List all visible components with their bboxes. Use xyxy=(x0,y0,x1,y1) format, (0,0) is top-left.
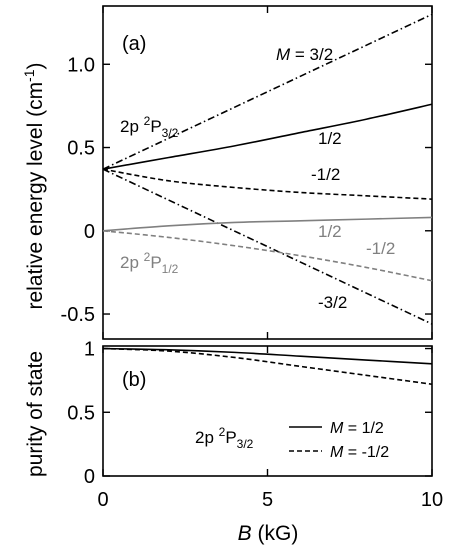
panel-a-series-line-1 xyxy=(102,168,433,200)
panel-a-ytick-label: -0.5 xyxy=(61,304,95,326)
xlabel-italic: B xyxy=(238,522,252,545)
panel-a-ytick-label: 1.0 xyxy=(67,54,95,76)
panel-a-label: (a) xyxy=(122,33,146,55)
panel-a-ylabel: relative energy level (cm-1) xyxy=(21,62,47,309)
annot-b-P: P xyxy=(225,428,236,447)
panel-a-series-line-5 xyxy=(102,229,433,282)
annot-p32-base: 2p xyxy=(120,117,144,136)
x-axis-label: B (kG) xyxy=(238,522,299,545)
panel-b-xtick-label: 5 xyxy=(262,489,273,511)
panel-b-label: (b) xyxy=(122,369,146,391)
annot-m-italic: M xyxy=(276,45,291,64)
label-series-m1-2-gray: -1/2 xyxy=(366,239,395,258)
panel-a-frame xyxy=(102,5,433,340)
ylabel-sup: -1 xyxy=(21,69,37,82)
annot-p12-P: P xyxy=(150,253,161,272)
legend-entry-1-text: = 1/2 xyxy=(343,420,384,437)
panel-b-xtick-label: 10 xyxy=(421,489,443,511)
legend-entry-2: M = -1/2 xyxy=(330,444,389,461)
panel-b-series-line-0 xyxy=(102,347,433,365)
label-series-m3-2: -3/2 xyxy=(318,293,347,312)
panel-b-ytick-label: 0 xyxy=(84,466,95,488)
annot-b-base: 2p xyxy=(195,428,219,447)
annot-p32-P: P xyxy=(150,117,161,136)
annot-m-eq: = 3/2 xyxy=(290,45,333,64)
panel-b-ticks: 00.510 5 10 xyxy=(67,339,443,511)
panel-a-ytick-label: 0 xyxy=(84,221,95,243)
ylabel-suffix: ) xyxy=(24,62,47,69)
annot-b-sub: 3/2 xyxy=(237,437,254,451)
annot-m-eq-32: M = 3/2 xyxy=(276,45,333,64)
annot-p32-sup: 2 xyxy=(144,114,151,128)
legend-entry-2-text: = -1/2 xyxy=(343,444,389,461)
panel-b-xtick-label: 0 xyxy=(97,489,108,511)
panel-a-series-line-3 xyxy=(102,168,433,325)
annot-p12-base: 2p xyxy=(120,253,144,272)
panel-b-legend: M = 1/2 M = -1/2 xyxy=(289,420,389,461)
ylabel-prefix: relative energy level (cm xyxy=(24,82,47,310)
panel-b-ytick-label: 1 xyxy=(84,339,95,361)
panel-b-series-line-1 xyxy=(102,347,433,386)
panel-a-series xyxy=(102,13,433,325)
legend-entry-2-m: M xyxy=(330,444,344,461)
xlabel-rest: (kG) xyxy=(252,522,299,545)
annot-2p-p12: 2p 2P1/2 xyxy=(120,250,179,276)
annot-b-sup: 2 xyxy=(219,425,226,439)
label-series-1-2-gray: 1/2 xyxy=(318,222,342,241)
panel-a-series-line-0 xyxy=(102,103,433,170)
panel-b-ylabel: purity of state xyxy=(24,351,47,477)
legend-entry-1-m: M xyxy=(330,420,344,437)
annot-p12-sup: 2 xyxy=(144,250,151,264)
annot-2p-p32: 2p 2P3/2 xyxy=(120,114,179,140)
panel-a-series-line-2 xyxy=(102,13,433,170)
annot-p12-sub: 1/2 xyxy=(162,262,179,276)
panel-a-series-line-4 xyxy=(102,216,433,232)
label-series-1-2-black: 1/2 xyxy=(318,129,342,148)
panel-b-series xyxy=(102,347,433,386)
panel-b-ytick-label: 0.5 xyxy=(67,402,95,424)
panel-a-ytick-label: 0.5 xyxy=(67,138,95,160)
annot-p32-sub: 3/2 xyxy=(162,126,179,140)
panel-a-ticks: -0.5 0 0.5 1.0 xyxy=(61,6,433,339)
annot-b-2p-p32: 2p 2P3/2 xyxy=(195,425,254,451)
label-series-m1-2-black: -1/2 xyxy=(311,165,340,184)
legend-entry-1: M = 1/2 xyxy=(330,420,384,437)
